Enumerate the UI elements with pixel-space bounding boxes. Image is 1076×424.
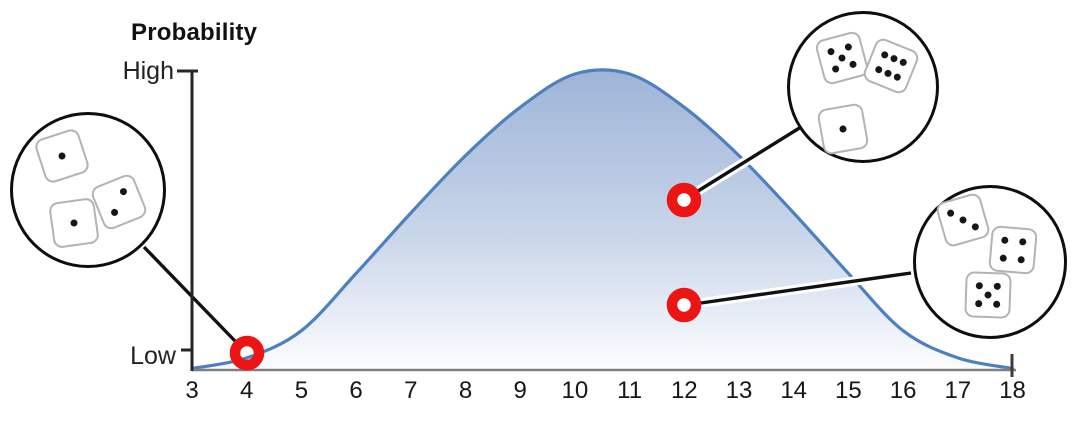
x-tick-label: 4 [240,377,254,404]
die-pip [826,47,835,56]
x-tick-label: 3 [185,377,199,404]
x-tick-label: 5 [294,377,309,404]
x-tick-label: 18 [999,377,1026,404]
die-pip [993,282,1002,290]
die-pip [974,300,983,308]
die-pip [999,254,1008,262]
die-pip [844,42,853,51]
die-pip [119,186,129,196]
x-tick-label: 7 [404,377,418,404]
die-pip [946,209,956,218]
die-pip [874,64,884,74]
die-pip [970,222,980,231]
x-tick-label: 8 [458,377,473,404]
die-pip [892,72,903,82]
die-pip [849,60,858,69]
die-pip [889,54,899,64]
die-pip [1018,238,1027,246]
red-marker-circle [666,182,702,218]
callout-leader-line [700,271,912,305]
die-pip [879,50,890,60]
die-face-5 [964,271,1012,319]
y-tick-label-high: High [122,57,174,85]
die-pip [883,68,893,78]
die-pip [1017,255,1025,264]
x-tick-label: 14 [780,377,808,404]
x-tick-label: 16 [889,377,917,404]
die-pip [838,124,848,134]
die-pip [898,58,908,68]
die-face-1 [816,102,870,156]
x-tick-label: 15 [835,377,862,404]
y-tick-label-low: Low [130,342,176,370]
x-tick-label: 13 [725,377,753,404]
red-marker-circle [229,335,265,371]
distribution-area [192,69,1013,370]
die-pip [975,281,983,290]
red-marker-circle [666,287,702,323]
die-face-4 [988,225,1038,275]
callout-leader-line [142,245,237,343]
y-axis-title: Probability [131,19,258,46]
die-pip [70,219,78,227]
die-pip [984,291,992,299]
x-tick-label: 17 [944,377,972,404]
die-pip [958,215,968,225]
die-pip [831,65,840,74]
distribution-curve [190,68,1015,371]
die-pip [57,151,67,161]
die-pip [837,53,847,63]
x-tick-label: 9 [513,377,527,404]
dice-callout-circle-dice-sum-4 [10,112,166,268]
x-tick-label: 12 [670,377,698,404]
x-tick-label: 10 [561,377,589,404]
x-tick-label: 11 [617,377,643,404]
die-pip [109,208,119,218]
die-face-1 [48,197,100,249]
callout-leader-line [697,125,802,193]
x-tick-label: 6 [349,377,363,404]
die-pip [1001,236,1009,245]
die-pip [993,300,1001,309]
